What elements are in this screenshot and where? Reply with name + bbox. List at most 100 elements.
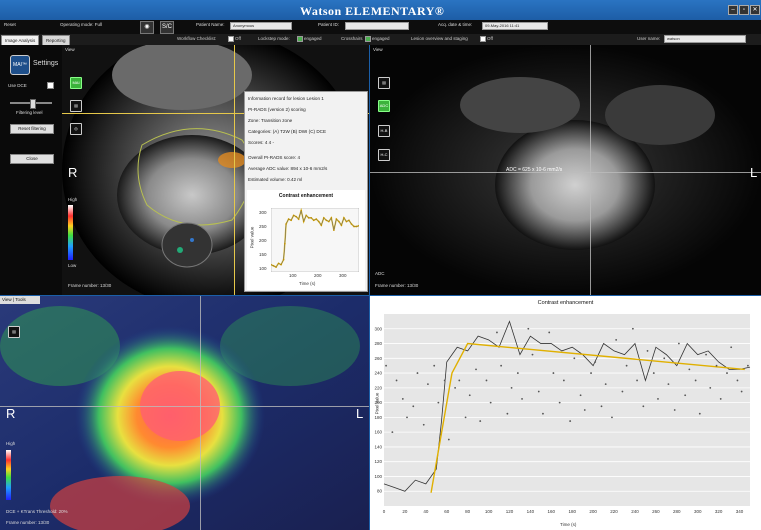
filtering-slider-handle[interactable] bbox=[30, 99, 36, 109]
reset-link[interactable]: Reset bbox=[4, 22, 16, 27]
data-point bbox=[395, 379, 398, 382]
data-point bbox=[604, 383, 607, 386]
sc-button[interactable]: S/C bbox=[160, 21, 174, 34]
close-window-button[interactable]: ✕ bbox=[750, 5, 760, 15]
mini-chart-ytick: 250 bbox=[259, 224, 267, 229]
checkbox-icon bbox=[480, 36, 486, 42]
patient-id-label: Patient ID: bbox=[318, 22, 340, 27]
chart-plot: 80 100 120 140 160 180 200 220 240 260 280 300 0 20 40… bbox=[374, 314, 751, 514]
x-tick-label: 280 bbox=[673, 509, 681, 514]
x-tick-label: 160 bbox=[548, 509, 556, 514]
x-tick-label: 320 bbox=[715, 509, 723, 514]
data-point bbox=[673, 409, 676, 411]
info-zone: Zone: Transition zone bbox=[248, 118, 293, 123]
data-point bbox=[427, 383, 429, 386]
mini-data-point bbox=[310, 217, 313, 219]
hb-map-button[interactable]: H-B bbox=[378, 125, 390, 137]
acq-date-field[interactable]: 09-May-2016 11:41 bbox=[482, 22, 548, 30]
app-brand: Watson ELEMENTARY® bbox=[300, 4, 445, 18]
data-point bbox=[709, 386, 712, 389]
mini-data-point bbox=[330, 217, 333, 219]
data-point bbox=[715, 364, 718, 367]
user-name-field[interactable]: watson bbox=[664, 35, 746, 43]
hc-map-button[interactable]: H-C bbox=[378, 149, 390, 161]
mini-data-point bbox=[333, 229, 335, 231]
crosshair-vertical bbox=[590, 45, 591, 295]
checkbox-icon bbox=[297, 36, 303, 42]
crosshair-horizontal bbox=[62, 113, 369, 114]
data-point bbox=[506, 412, 509, 415]
frame-number: Frame number: 13/30 bbox=[68, 283, 112, 288]
mini-data-point bbox=[305, 214, 307, 217]
checkbox-icon bbox=[228, 36, 234, 42]
workflow-off-toggle[interactable]: Off bbox=[228, 36, 241, 42]
layers-icon[interactable]: ▤ bbox=[8, 326, 20, 338]
lockstep-toggle[interactable]: engaged bbox=[297, 36, 322, 42]
data-point bbox=[569, 420, 572, 422]
data-point bbox=[527, 327, 530, 330]
data-point bbox=[454, 386, 457, 389]
data-point bbox=[447, 438, 450, 441]
data-point bbox=[611, 416, 613, 419]
use-dce-checkbox[interactable] bbox=[47, 82, 54, 89]
data-point bbox=[552, 372, 555, 374]
data-point bbox=[705, 353, 707, 356]
minimize-button[interactable]: – bbox=[728, 5, 738, 15]
adc-map-button[interactable]: ADC bbox=[378, 100, 390, 112]
patient-id-field[interactable] bbox=[345, 22, 409, 30]
data-point bbox=[391, 431, 394, 434]
y-tick-label: 180 bbox=[374, 415, 382, 420]
viewport-adc[interactable]: View ▤ ADC H-B H-C ADC = 625 x 10-6 mm2/… bbox=[370, 45, 761, 295]
chart-title: Contrast enhancement bbox=[537, 300, 594, 306]
x-tick-label: 80 bbox=[465, 509, 471, 514]
mai-overlay-icon[interactable]: MAI bbox=[70, 77, 82, 89]
data-point bbox=[642, 405, 645, 408]
y-tick-label: 220 bbox=[374, 385, 382, 390]
mini-data-point bbox=[277, 262, 280, 265]
viewport-title: View bbox=[373, 47, 383, 52]
data-point bbox=[437, 401, 440, 404]
colorbar bbox=[68, 205, 73, 260]
crosshair-horizontal bbox=[0, 406, 369, 407]
mini-data-point bbox=[317, 220, 320, 223]
data-point bbox=[468, 394, 471, 397]
viewport-dce[interactable]: View | Tools ▤ R L High DCE + KTrans Thr… bbox=[0, 296, 369, 530]
layers-icon[interactable]: ▤ bbox=[378, 77, 390, 89]
crosshairs-toggle[interactable]: engaged bbox=[365, 36, 390, 42]
reset-filtering-button[interactable]: Reset filtering bbox=[10, 124, 54, 134]
crosshairs-label: Crosshairs bbox=[341, 36, 363, 41]
x-tick-label: 60 bbox=[444, 509, 450, 514]
y-tick-label: 240 bbox=[374, 371, 382, 376]
x-tick-label: 140 bbox=[527, 509, 535, 514]
close-button[interactable]: Close bbox=[10, 154, 54, 164]
mini-data-point bbox=[315, 218, 318, 220]
eye-icon[interactable]: ◉ bbox=[140, 21, 154, 34]
settings-title: Settings bbox=[33, 60, 59, 67]
maximize-button[interactable]: ▫ bbox=[739, 5, 749, 15]
data-point bbox=[615, 338, 618, 341]
x-tick-label: 200 bbox=[589, 509, 597, 514]
orientation-left-label: L bbox=[750, 165, 758, 180]
data-point bbox=[646, 350, 649, 352]
orientation-right-label: R bbox=[68, 165, 78, 180]
operating-mode-label: Operating mode: Full bbox=[60, 22, 103, 27]
target-icon[interactable]: ◎ bbox=[70, 123, 82, 135]
lockstep-label: Lockstep mode: bbox=[258, 36, 290, 41]
info-adc: Average ADC value: 894 x 10-6 mm2/s bbox=[248, 166, 328, 171]
mini-data-point bbox=[325, 219, 328, 222]
mai-logo-icon[interactable]: MAI™ bbox=[10, 55, 30, 75]
chart-xlabel: Time (s) bbox=[560, 522, 577, 527]
data-point bbox=[516, 372, 519, 374]
info-scores: Scores: 4 4 - bbox=[248, 140, 275, 145]
lesion-overview-toggle[interactable]: Off bbox=[480, 36, 493, 42]
info-volume: Estimated volume: 0.42 ml bbox=[248, 177, 303, 182]
mini-data-point bbox=[300, 209, 302, 212]
lesion-overview-value: Off bbox=[487, 36, 493, 42]
layers-icon[interactable]: ▤ bbox=[70, 100, 82, 112]
data-point bbox=[521, 398, 523, 400]
info-title: Information record for lesion Lesion 1 bbox=[248, 96, 324, 101]
patient-name-field[interactable]: Anonymous bbox=[230, 22, 292, 30]
y-tick-label: 100 bbox=[374, 474, 382, 479]
viewport-tabs[interactable]: View | Tools bbox=[0, 296, 40, 304]
data-point bbox=[496, 331, 498, 334]
